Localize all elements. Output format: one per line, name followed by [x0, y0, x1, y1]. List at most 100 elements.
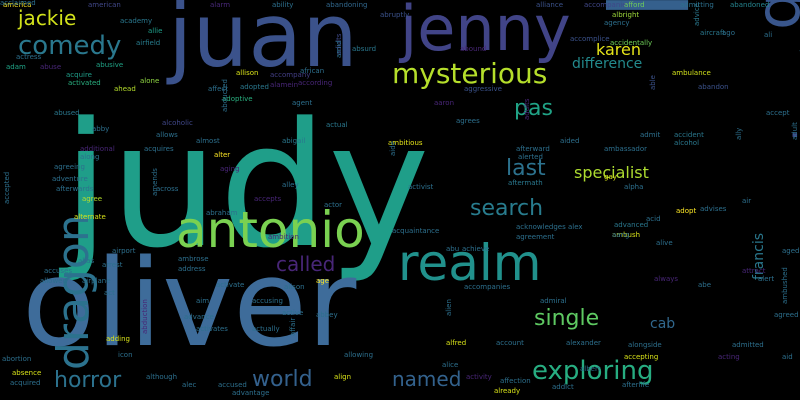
cloud-word: abduction: [141, 299, 149, 334]
cloud-word: abraham: [206, 209, 238, 217]
cloud-word: advance: [184, 313, 214, 321]
cloud-word: aged: [782, 247, 800, 255]
cloud-word: difference: [572, 56, 643, 72]
cloud-word: oliver: [22, 235, 357, 374]
cloud-word: absence: [12, 369, 42, 377]
cloud-word: horror: [54, 368, 122, 393]
cloud-word: dragon: [48, 214, 99, 370]
cloud-word: allows: [156, 131, 178, 139]
cloud-word: afterwards: [56, 185, 94, 193]
cloud-word: ambrose: [178, 255, 209, 263]
cloud-word: adam: [6, 63, 26, 71]
cloud-word: world: [252, 367, 313, 392]
cloud-word: admitting: [680, 1, 714, 9]
cloud-word: exploring: [532, 356, 654, 386]
cloud-word: accompanies: [464, 283, 511, 291]
cloud-word: air: [742, 197, 752, 205]
cloud-word: alexander: [566, 339, 601, 347]
cloud-word: align: [334, 373, 352, 381]
cloud-word: called: [276, 252, 336, 276]
cloud-word: albright: [612, 11, 640, 19]
cloud-word: alone: [140, 77, 160, 85]
cloud-word: already: [494, 387, 521, 395]
cloud-word: adoptive: [222, 95, 253, 103]
cloud-word: abound: [460, 45, 487, 53]
cloud-word: alec: [182, 381, 197, 389]
cloud-word: alliance: [536, 1, 564, 9]
cloud-word: alice: [442, 361, 459, 369]
cloud-word: adult: [791, 122, 799, 140]
cloud-word: aim: [196, 297, 210, 305]
cloud-word: aging: [220, 165, 240, 173]
cloud-word: america: [3, 1, 32, 9]
cloud-word: addict: [552, 383, 574, 391]
cloud-word: realm: [398, 234, 542, 292]
cloud-word: advises: [700, 205, 727, 213]
cloud-word: achieve: [462, 245, 490, 253]
cloud-word: american: [88, 1, 121, 9]
cloud-word: acclaimed: [0, 0, 36, 7]
cloud-word: aircraft: [700, 29, 726, 37]
cloud-word: accept: [766, 109, 790, 117]
cloud-word: actual: [326, 121, 348, 129]
cloud-word: alert: [758, 275, 775, 283]
cloud-word: allowed: [40, 277, 67, 285]
cloud-word: adventure: [52, 175, 88, 183]
cloud-word: alex: [568, 223, 583, 231]
cloud-word: abandoning: [326, 1, 368, 9]
cloud-word: agency: [604, 19, 630, 27]
cloud-word: actor: [324, 201, 343, 209]
cloud-word: along: [80, 153, 100, 161]
cloud-word: abruptly: [380, 11, 410, 19]
cloud-word: advice: [693, 3, 701, 26]
cloud-word: adding: [106, 335, 131, 343]
cloud-word: activated: [68, 79, 101, 87]
cloud-word: alarm: [210, 1, 231, 9]
cloud-word: address: [178, 265, 206, 273]
cloud-word: accuses: [44, 267, 73, 275]
cloud-word: alter: [214, 151, 231, 159]
cloud-word: accident: [674, 131, 704, 139]
cloud-word: alfred: [446, 339, 467, 347]
cloud-word: activates: [196, 325, 228, 333]
cloud-word: aide: [389, 141, 397, 156]
cloud-word: accepts: [254, 195, 282, 203]
cloud-word: alamein: [270, 81, 299, 89]
cloud-word: ali: [764, 31, 773, 39]
cloud-word: allie: [148, 27, 163, 35]
cloud-word: adults: [523, 98, 531, 120]
cloud-word: ambush: [612, 231, 641, 239]
cloud-word: acquire: [66, 71, 92, 79]
cloud-word: advantage: [232, 389, 270, 397]
cloud-word: aang: [612, 231, 630, 239]
cloud-word: agreeing: [54, 163, 85, 171]
cloud-word: alive: [656, 239, 673, 247]
cloud-word: alcohol: [674, 139, 700, 147]
cloud-word: alien: [445, 299, 453, 316]
cloud-word: abortion: [2, 355, 32, 363]
cloud-word: additional: [80, 145, 115, 153]
cloud-word: abby: [92, 125, 110, 133]
cloud-word: ahead: [114, 85, 136, 93]
cloud-word: although: [146, 373, 178, 381]
cloud-word: accidentally: [610, 39, 653, 47]
cloud-word: antonio: [176, 201, 365, 259]
cloud-word: named: [392, 367, 462, 391]
cloud-word: acid: [646, 215, 661, 223]
cloud-word: agreed: [774, 311, 799, 319]
cloud-word: accusing: [252, 297, 283, 305]
cloud-word: airport: [112, 247, 136, 255]
cloud-word: agree: [82, 195, 103, 203]
cloud-word: activity: [466, 373, 492, 381]
cloud-word: acquired: [10, 379, 41, 387]
cloud-word: account: [496, 339, 524, 347]
cloud-word: search: [470, 196, 544, 221]
cloud-word: acquaintance: [392, 227, 440, 235]
cloud-word: according: [298, 79, 333, 87]
cloud-word: advanced: [614, 221, 649, 229]
cloud-word: airfield: [136, 39, 161, 47]
cloud-word: aggressive: [464, 85, 502, 93]
cloud-word: abandoned: [730, 1, 770, 9]
cloud-word: last: [506, 156, 546, 181]
cloud-word: judy: [62, 85, 430, 286]
